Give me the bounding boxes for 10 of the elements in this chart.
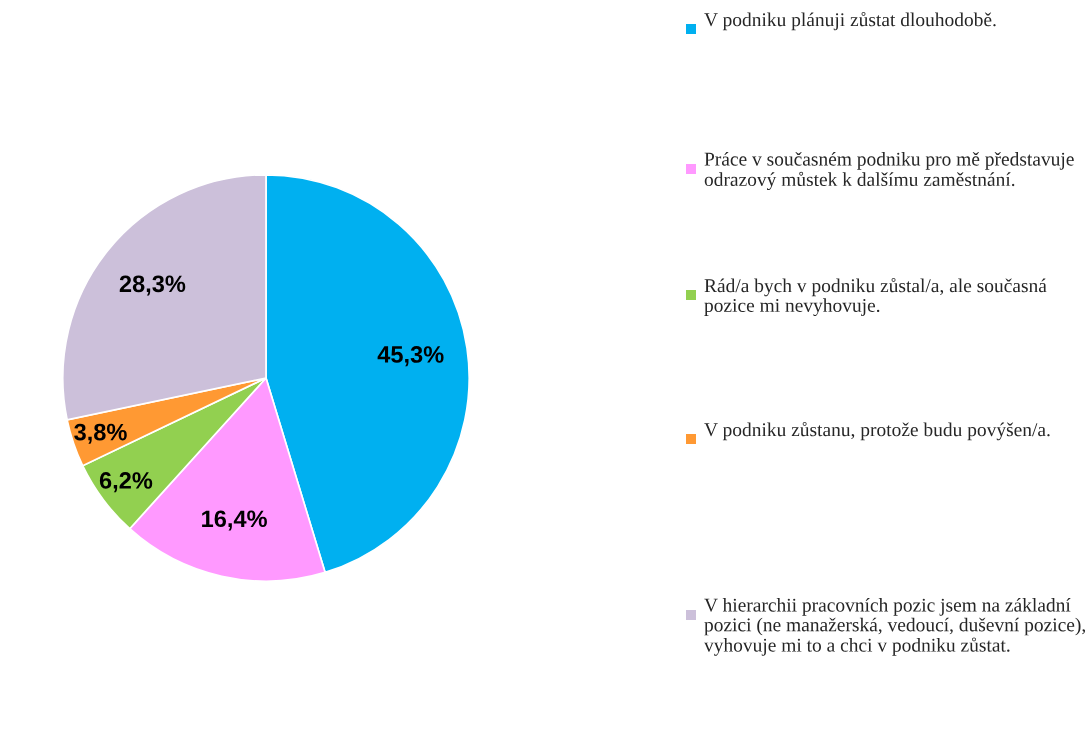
data-label: 3,8% <box>74 423 127 444</box>
legend-label: Práce v současném podniku pro mě představuje odrazový můstek k dalšímu zaměstnání. <box>704 152 1074 191</box>
data-label: 6,2% <box>99 472 153 493</box>
data-label: 45,3% <box>377 346 444 367</box>
legend-label: V hierarchii pracovních pozic jsem na základní pozici (ne manažerská, vedoucí, duševní pozice), vyhovuje mi to a chci v podniku zůstat. <box>704 598 1086 656</box>
legend-label: V podniku zůstanu, protože budu povýšen/a. <box>704 422 1050 441</box>
data-label: 28,3% <box>119 275 186 296</box>
legend-label: V podniku plánuji zůstat dlouhodobě. <box>704 12 996 31</box>
legend-label: Rád/a bych v podniku zůstal/a, ale současná pozice mi nevyhovuje. <box>704 278 1047 316</box>
data-label: 16,4% <box>202 510 267 531</box>
